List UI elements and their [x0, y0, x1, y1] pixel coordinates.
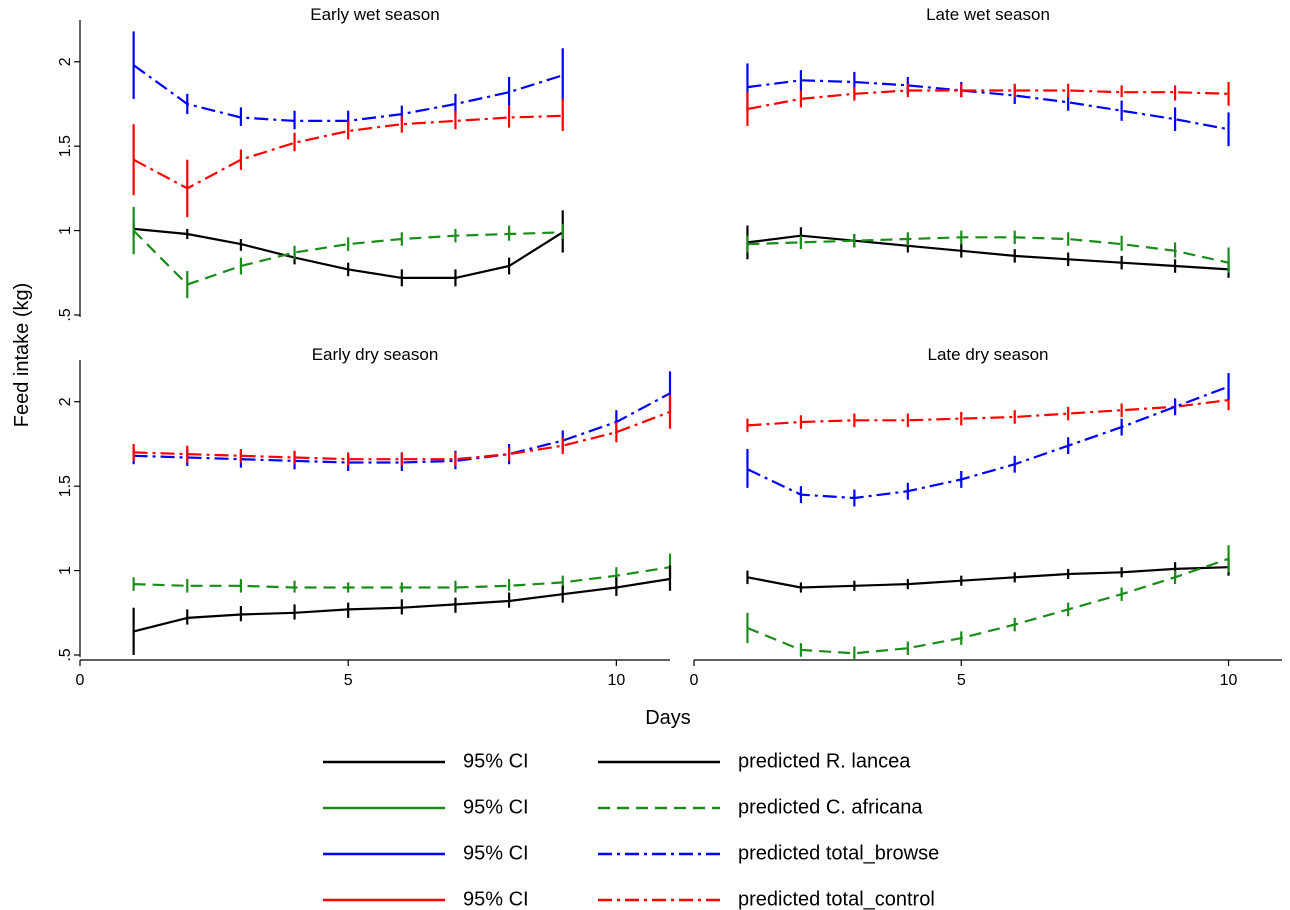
series-total_control — [132, 98, 564, 218]
chart-legend: 95% CI predicted R. lancea 95% CI predicted… — [323, 750, 939, 910]
x-tick-label: 5 — [344, 672, 353, 689]
predicted-line — [747, 557, 1229, 655]
predicted-line — [747, 236, 1229, 264]
series-total_browse — [746, 373, 1230, 507]
series-c_africana — [746, 230, 1230, 273]
y-tick-label: 1.5 — [57, 135, 74, 157]
panel-title: Late dry season — [928, 345, 1049, 364]
predicted-line — [747, 566, 1229, 589]
x-tick-label: 0 — [76, 672, 85, 689]
y-tick-label: .5 — [57, 308, 74, 321]
y-tick-label: .5 — [57, 648, 74, 661]
legend-label: predicted C. africana — [738, 796, 923, 818]
predicted-line — [133, 114, 563, 190]
x-tick-label: 5 — [957, 672, 966, 689]
series-r_lancea — [746, 225, 1230, 278]
series-total_browse — [132, 31, 564, 130]
series-r_lancea — [132, 565, 672, 655]
legend-item: predicted C. africana — [598, 796, 923, 818]
panel-2: Late wet season — [746, 5, 1230, 278]
legend-item: predicted total_control — [598, 888, 935, 910]
legend-label: 95% CI — [463, 888, 529, 910]
series-r_lancea — [746, 558, 1230, 593]
x-tick-label: 0 — [690, 672, 699, 689]
legend-label: predicted R. lancea — [738, 750, 911, 772]
predicted-line — [133, 410, 671, 461]
series-c_africana — [132, 206, 564, 299]
legend-item: predicted R. lancea — [598, 750, 911, 772]
predicted-line — [133, 566, 671, 589]
panel-title: Early wet season — [310, 5, 439, 24]
legend-item: 95% CI — [323, 842, 529, 864]
predicted-line — [133, 392, 671, 464]
predicted-line — [133, 577, 671, 633]
predicted-line — [747, 79, 1229, 131]
series-total_control — [746, 389, 1230, 433]
legend-label: 95% CI — [463, 750, 529, 772]
x-axis-title: Days — [645, 707, 691, 729]
y-tick-label: 2 — [57, 397, 74, 406]
y-tick-label: 1 — [57, 226, 74, 235]
legend-label: 95% CI — [463, 842, 529, 864]
panel-4: Late dry season 0 5 10 — [690, 345, 1282, 689]
legend-label: predicted total_control — [738, 888, 935, 910]
series-total_control — [746, 82, 1230, 126]
legend-item: 95% CI — [323, 750, 529, 772]
predicted-line — [133, 227, 564, 279]
x-tick-label: 10 — [1220, 672, 1238, 689]
panel-title: Early dry season — [312, 345, 439, 364]
legend-item: 95% CI — [323, 796, 529, 818]
predicted-line — [747, 399, 1229, 427]
series-total_browse — [746, 63, 1230, 147]
y-tick-label: 1 — [57, 566, 74, 575]
panel-3: Early dry season .5 1 1.5 2 0 5 10 — [57, 345, 672, 689]
series-c_africana — [746, 545, 1230, 661]
predicted-line — [132, 229, 563, 286]
predicted-line — [747, 385, 1229, 500]
panel-title: Late wet season — [926, 5, 1050, 24]
y-axis-title: Feed intake (kg) — [11, 283, 33, 428]
predicted-line — [747, 89, 1229, 111]
predicted-line — [747, 234, 1229, 271]
legend-item: 95% CI — [323, 888, 529, 910]
legend-label: predicted total_browse — [738, 842, 939, 864]
x-tick-label: 10 — [607, 672, 625, 689]
series-c_africana — [132, 553, 672, 593]
series-total_control — [132, 395, 672, 466]
y-tick-label: 1.5 — [57, 475, 74, 497]
panel-1: Early wet season .5 1 1.5 2 — [57, 5, 564, 322]
legend-item: predicted total_browse — [598, 842, 939, 864]
y-tick-label: 2 — [57, 57, 74, 66]
legend-label: 95% CI — [463, 796, 529, 818]
